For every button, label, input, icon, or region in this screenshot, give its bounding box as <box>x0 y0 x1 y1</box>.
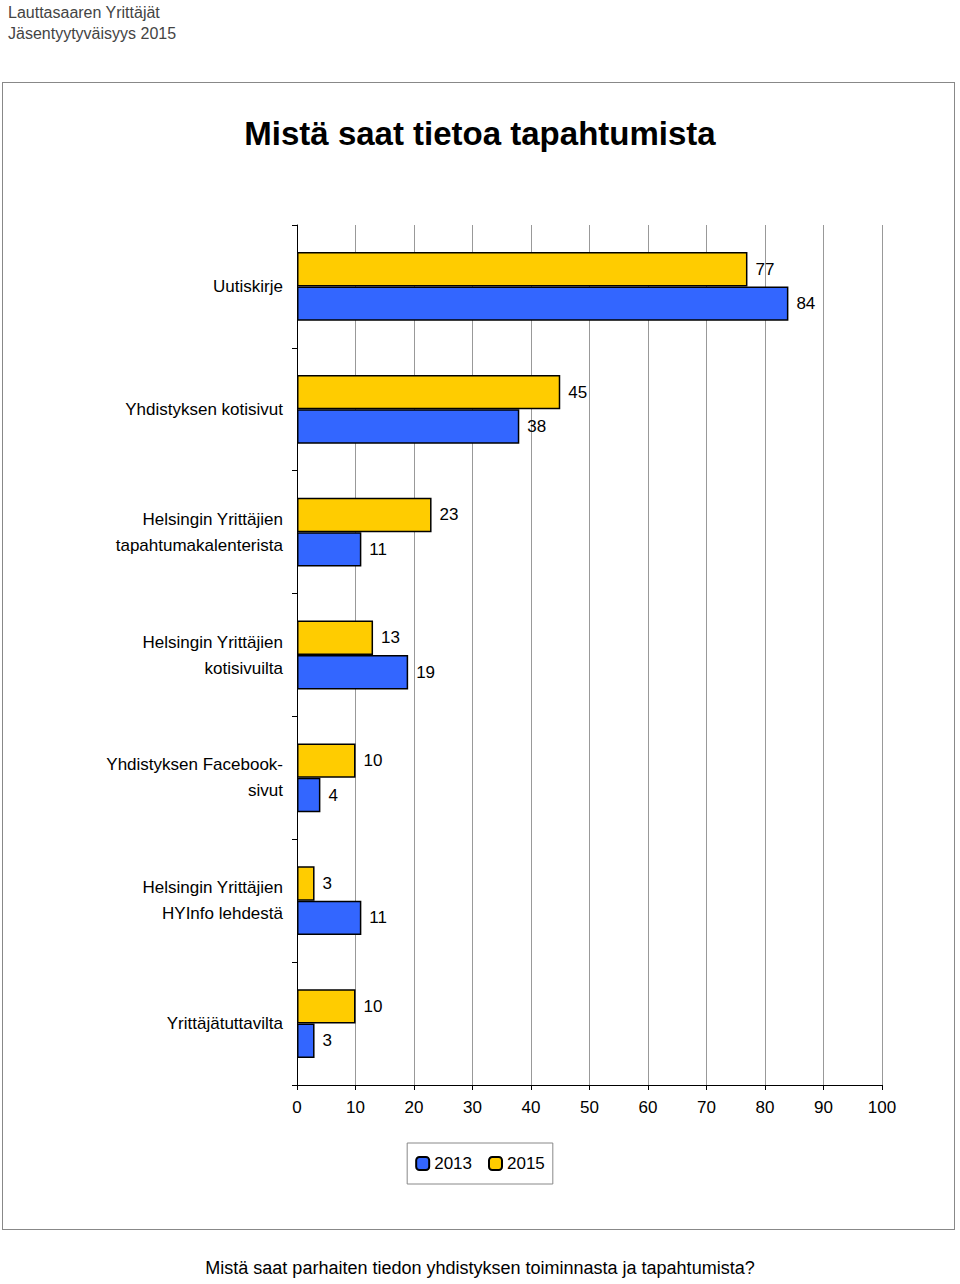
svg-text:Helsingin Yrittäjien: Helsingin Yrittäjien <box>143 510 283 529</box>
html-text:Mistä saat parhaiten tiedon yh: Mistä saat parhaiten tiedon yhdistyksen … <box>205 1258 755 1278</box>
svg-text:50: 50 <box>580 1098 599 1117</box>
svg-text:2015: 2015 <box>507 1154 545 1173</box>
svg-text:kotisivuilta: kotisivuilta <box>205 659 284 678</box>
svg-text:84: 84 <box>796 294 815 313</box>
svg-text:Helsingin Yrittäjien: Helsingin Yrittäjien <box>143 633 283 652</box>
svg-text:HYInfo lehdestä: HYInfo lehdestä <box>162 904 284 923</box>
svg-text:0: 0 <box>292 1098 301 1117</box>
html-text:Jäsentyytyväisyys 2015: Jäsentyytyväisyys 2015 <box>8 25 177 42</box>
svg-text:3: 3 <box>323 874 332 893</box>
svg-text:40: 40 <box>522 1098 541 1117</box>
svg-text:tapahtumakalenterista: tapahtumakalenterista <box>116 536 284 555</box>
svg-text:100: 100 <box>868 1098 896 1117</box>
svg-text:19: 19 <box>416 663 435 682</box>
svg-text:60: 60 <box>639 1098 658 1117</box>
svg-text:23: 23 <box>440 505 459 524</box>
svg-text:3: 3 <box>323 1031 332 1050</box>
svg-text:11: 11 <box>369 908 387 927</box>
svg-text:77: 77 <box>755 260 774 279</box>
svg-text:10: 10 <box>364 751 383 770</box>
svg-text:11: 11 <box>369 540 387 559</box>
svg-text:10: 10 <box>346 1098 365 1117</box>
svg-text:20: 20 <box>405 1098 424 1117</box>
svg-text:4: 4 <box>328 786 337 805</box>
svg-text:Mistä saat tietoa tapahtumista: Mistä saat tietoa tapahtumista <box>244 115 716 152</box>
svg-text:70: 70 <box>697 1098 716 1117</box>
svg-text:38: 38 <box>527 417 546 436</box>
html-text:Lauttasaaren Yrittäjät: Lauttasaaren Yrittäjät <box>8 4 160 21</box>
svg-text:90: 90 <box>814 1098 833 1117</box>
svg-text:Helsingin Yrittäjien: Helsingin Yrittäjien <box>143 878 283 897</box>
svg-text:Uutiskirje: Uutiskirje <box>213 277 283 296</box>
svg-text:2013: 2013 <box>434 1154 472 1173</box>
svg-text:13: 13 <box>381 628 400 647</box>
svg-text:30: 30 <box>463 1098 482 1117</box>
svg-text:80: 80 <box>756 1098 775 1117</box>
svg-text:Yhdistyksen Facebook-: Yhdistyksen Facebook- <box>106 755 283 774</box>
svg-text:10: 10 <box>364 997 383 1016</box>
svg-text:Yrittäjätuttavilta: Yrittäjätuttavilta <box>167 1014 284 1033</box>
svg-text:sivut: sivut <box>248 781 283 800</box>
svg-text:Yhdistyksen kotisivut: Yhdistyksen kotisivut <box>125 400 283 419</box>
svg-text:45: 45 <box>568 383 587 402</box>
